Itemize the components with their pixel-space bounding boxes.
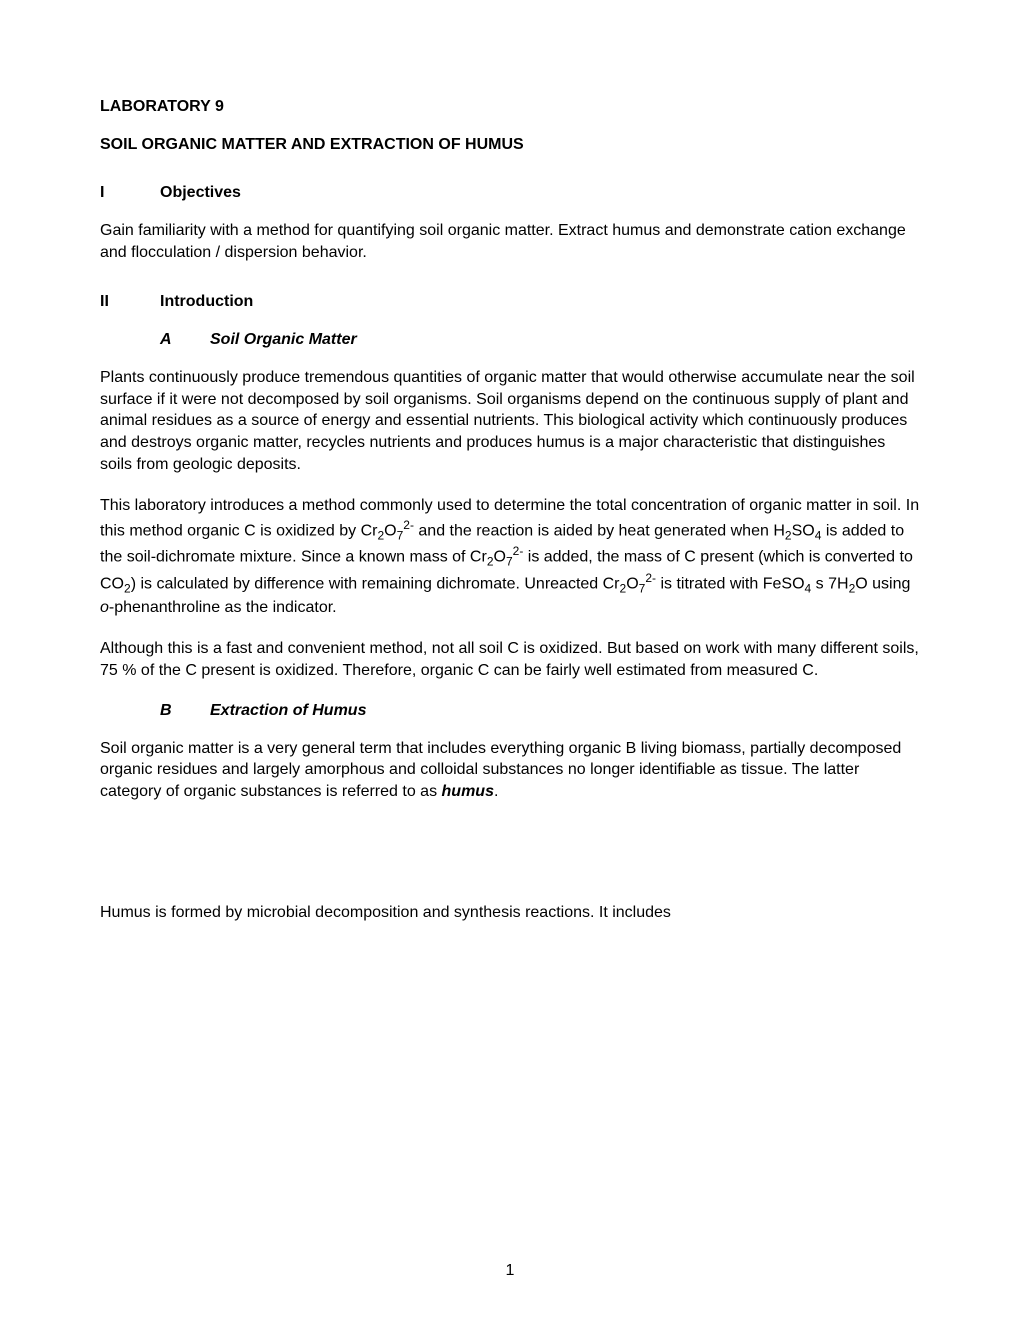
subsection-heading-text: Extraction of Humus bbox=[210, 702, 366, 719]
lab-number: LABORATORY 9 bbox=[100, 98, 920, 116]
text-fragment: ) is calculated by difference with remai… bbox=[131, 575, 620, 592]
intro-a-para3: Although this is a fast and convenient m… bbox=[100, 638, 920, 681]
subscript: 2 bbox=[620, 582, 627, 596]
subsection-a-heading: ASoil Organic Matter bbox=[100, 331, 920, 349]
superscript: 2- bbox=[513, 544, 524, 558]
subscript: 2 bbox=[124, 582, 131, 596]
spacing-gap bbox=[100, 822, 920, 902]
section-introduction-heading: IIIntroduction bbox=[100, 293, 920, 311]
section-number: I bbox=[100, 184, 160, 202]
intro-b-para1: Soil organic matter is a very general te… bbox=[100, 738, 920, 803]
subsection-letter: B bbox=[160, 702, 210, 720]
section-heading-text: Objectives bbox=[160, 184, 241, 201]
subscript: 4 bbox=[805, 582, 812, 596]
superscript: 2- bbox=[403, 518, 414, 532]
page-number: 1 bbox=[0, 1262, 1020, 1280]
intro-b-para2: Humus is formed by microbial decompositi… bbox=[100, 902, 920, 924]
subscript: 7 bbox=[506, 555, 513, 569]
humus-term: humus bbox=[442, 783, 494, 800]
subsection-b-heading: BExtraction of Humus bbox=[100, 702, 920, 720]
subscript: 2 bbox=[785, 528, 792, 542]
text-fragment: 7H bbox=[828, 575, 848, 592]
intro-a-para1: Plants continuously produce tremendous q… bbox=[100, 367, 920, 475]
document-title: SOIL ORGANIC MATTER AND EXTRACTION OF HU… bbox=[100, 136, 920, 154]
text-fragment: -phenanthroline as the indicator. bbox=[109, 599, 337, 616]
subsection-heading-text: Soil Organic Matter bbox=[210, 331, 357, 348]
text-fragment: . bbox=[494, 783, 498, 800]
subsection-letter: A bbox=[160, 331, 210, 349]
text-fragment: O using bbox=[855, 575, 910, 592]
subscript: 2 bbox=[377, 528, 384, 542]
section-heading-text: Introduction bbox=[160, 293, 253, 310]
italic-letter: o bbox=[100, 599, 109, 616]
superscript: 2- bbox=[645, 571, 656, 585]
intro-a-para2: This laboratory introduces a method comm… bbox=[100, 495, 920, 618]
text-fragment: and the reaction is aided by heat genera… bbox=[414, 522, 785, 539]
section-objectives-heading: IObjectives bbox=[100, 184, 920, 202]
dot-separator: s bbox=[816, 575, 824, 592]
text-fragment: Soil organic matter is a very general te… bbox=[100, 740, 901, 800]
text-fragment: is titrated with FeSO bbox=[656, 575, 805, 592]
subscript: 2 bbox=[487, 555, 494, 569]
objectives-paragraph: Gain familiarity with a method for quant… bbox=[100, 220, 920, 263]
section-number: II bbox=[100, 293, 160, 311]
